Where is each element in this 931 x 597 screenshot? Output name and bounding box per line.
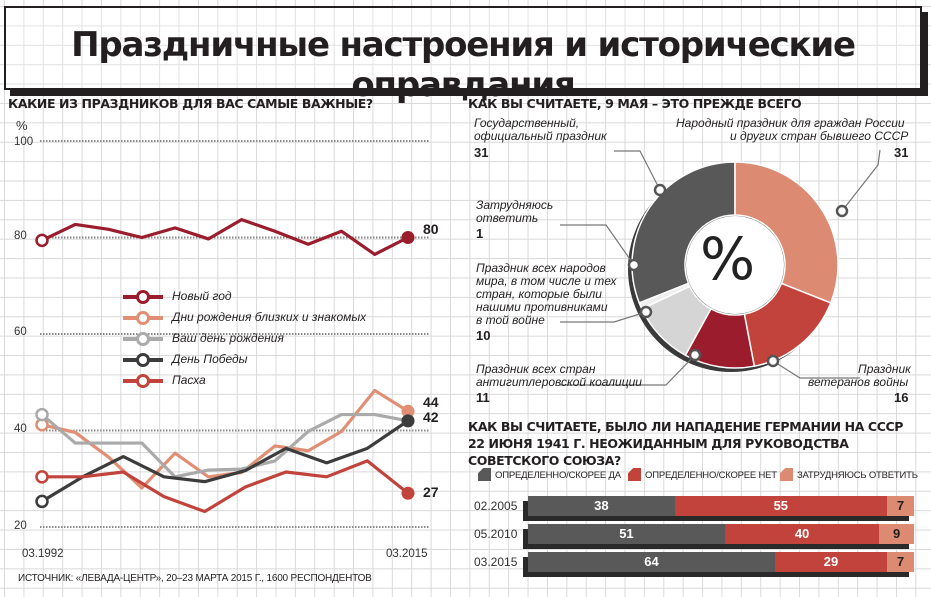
end-label-easter: 27 xyxy=(423,484,439,500)
legend-marker-1 xyxy=(136,311,150,325)
end-label-new-year: 80 xyxy=(423,221,439,237)
series-start-point-0 xyxy=(35,233,49,248)
leader-line-3 xyxy=(560,311,647,323)
bar-segment-2-1: 29 xyxy=(775,552,887,572)
leader-dot-3 xyxy=(639,305,653,319)
y-unit-label: % xyxy=(16,118,28,133)
series-end-point-3 xyxy=(401,414,415,428)
line-chart-question: КАКИЕ ИЗ ПРАЗДНИКОВ ДЛЯ ВАС САМЫЕ ВАЖНЫЕ… xyxy=(8,96,373,111)
series-end-point-4 xyxy=(401,486,415,500)
series-start-point-2 xyxy=(35,407,49,422)
pie-label-all-2: мира, в том числе и тех xyxy=(476,274,617,288)
series-line-4 xyxy=(42,459,409,514)
bar-category-2: 03.2015 xyxy=(474,555,518,569)
bar-segment-0-0: 38 xyxy=(528,496,675,516)
pie-label-veterans-1: Праздник xyxy=(858,362,911,376)
legend-marker-3 xyxy=(136,353,150,367)
bar-legend-label-1: ОПРЕДЕЛЕННО/СКОРЕЕ НЕТ xyxy=(645,470,777,481)
pie-label-official-2: официальный праздник xyxy=(474,129,607,143)
y-tick-60: 60 xyxy=(14,326,27,338)
legend-label-0: Новый год xyxy=(172,289,232,303)
pie-label-folk-1: Народный праздник для граждан России xyxy=(676,116,905,130)
title-frame: Праздничные настроения и исторические оп… xyxy=(4,6,922,105)
pie-value-unsure: 1 xyxy=(476,226,484,241)
x-label-end: 03.2015 xyxy=(386,548,428,560)
series-line-3 xyxy=(41,419,409,503)
y-tick-40: 40 xyxy=(14,423,27,435)
end-label-birthdays-others: 44 xyxy=(423,394,439,410)
legend-marker-2 xyxy=(136,332,150,346)
pie-label-coalition-1: Праздник всех стран xyxy=(476,362,596,376)
pie-label-folk-2: и других стран бывшего СССР xyxy=(730,129,909,143)
legend-marker-4 xyxy=(136,374,150,388)
end-label-own-birthday: 42 xyxy=(423,409,439,425)
donut-hole xyxy=(686,216,784,314)
legend-label-4: Пасха xyxy=(172,373,206,387)
bar-legend-label-2: ЗАТРУДНЯЮСЬ ОТВЕТИТЬ xyxy=(797,470,918,481)
pie-label-all-1: Праздник всех народов xyxy=(476,261,606,275)
bar-category-1: 05.2010 xyxy=(474,527,518,541)
source-note: ИСТОЧНИК: «ЛЕВАДА-ЦЕНТР», 20–23 МАРТА 20… xyxy=(18,573,372,584)
series-line-0 xyxy=(41,218,409,256)
pie-question: КАК ВЫ СЧИТАЕТЕ, 9 МАЯ – ЭТО ПРЕЖДЕ ВСЕГ… xyxy=(468,96,802,111)
pie-value-official: 31 xyxy=(474,145,489,160)
series-end-point-0 xyxy=(401,231,415,244)
bar-category-0: 02.2005 xyxy=(474,499,518,513)
bar-segment-2-0: 64 xyxy=(528,552,776,572)
bar-segment-2-2: 7 xyxy=(886,552,914,572)
bar-legend-swatch-1 xyxy=(628,468,641,481)
pie-label-official-1: Государственный, xyxy=(474,116,580,130)
legend-label-3: День Победы xyxy=(172,352,248,366)
bar-segment-1-2: 9 xyxy=(879,524,914,544)
leader-line-5 xyxy=(772,360,860,379)
y-tick-80: 80 xyxy=(14,230,27,242)
leader-line-2 xyxy=(560,224,635,266)
pie-label-veterans-2: ветеранов войны xyxy=(808,375,909,389)
pie-value-folk: 31 xyxy=(894,145,909,160)
leader-dot-1 xyxy=(835,204,849,218)
pie-label-unsure-1: Затрудняюсь xyxy=(476,198,554,212)
pie-label-all-4: нашими противниками xyxy=(476,300,608,314)
legend-label-1: Дни рождения близких и знакомых xyxy=(172,310,367,324)
pie-value-veterans: 16 xyxy=(894,390,909,405)
y-tick-20: 20 xyxy=(14,520,27,532)
donut-center-label: % xyxy=(700,225,756,293)
page-title: Праздничные настроения и исторические оп… xyxy=(71,25,856,105)
bar-legend-swatch-2 xyxy=(780,468,793,481)
bar-legend-label-0: ОПРЕДЕЛЕННО/СКОРЕЕ ДА xyxy=(495,470,621,481)
pie-value-all: 10 xyxy=(476,328,491,343)
leader-line-0 xyxy=(614,150,661,191)
series-line-2 xyxy=(40,412,409,479)
bar-segment-1-1: 40 xyxy=(724,524,880,544)
y-tick-100: 100 xyxy=(14,136,34,148)
pie-label-coalition-2: антигитлеровской коалиции xyxy=(476,375,642,389)
donut-slice-5 xyxy=(638,282,691,310)
leader-dot-0 xyxy=(653,183,667,197)
leader-line-1 xyxy=(841,149,881,212)
pie-label-all-3: стран, которые были xyxy=(476,287,602,301)
bar-segment-0-2: 7 xyxy=(886,496,914,516)
leader-dot-4 xyxy=(688,348,702,362)
bar-segment-1-0: 51 xyxy=(528,524,725,544)
bar-question: КАК ВЫ СЧИТАЕТЕ, БЫЛО ЛИ НАПАДЕНИЕ ГЕРМА… xyxy=(468,419,904,468)
pie-label-unsure-2: ответить xyxy=(476,211,539,225)
leader-line-4 xyxy=(560,354,696,386)
series-start-point-3 xyxy=(35,494,49,509)
leader-dot-2 xyxy=(627,258,641,272)
x-label-start: 03.1992 xyxy=(22,548,64,560)
legend-label-2: Ваш день рождения xyxy=(172,331,284,345)
series-start-point-4 xyxy=(35,470,49,484)
pie-label-all-5: в той войне xyxy=(476,313,545,327)
donut-slice-1 xyxy=(734,161,839,304)
legend-marker-0 xyxy=(136,290,150,304)
series-end-point-1 xyxy=(401,404,415,418)
bar-legend-swatch-0 xyxy=(478,468,491,481)
bar-segment-0-1: 55 xyxy=(674,496,887,516)
pie-value-coalition: 11 xyxy=(476,390,490,405)
leader-dot-5 xyxy=(766,354,780,368)
donut-slice-0 xyxy=(631,161,736,304)
